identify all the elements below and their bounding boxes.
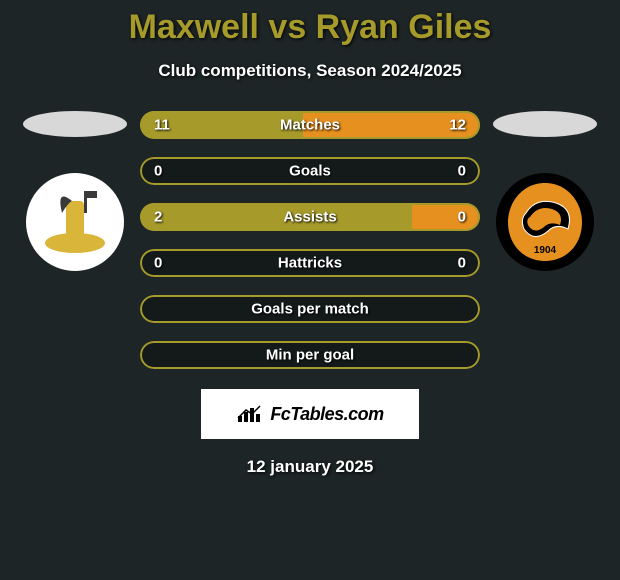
stat-bar: Goals 0 0: [140, 157, 480, 185]
comparison-subtitle: Club competitions, Season 2024/2025: [0, 61, 620, 81]
bar-value-right: 0: [458, 255, 466, 272]
bar-value-right: 0: [458, 163, 466, 180]
right-crest-svg: 1904: [496, 173, 594, 271]
comparison-date: 12 january 2025: [0, 457, 620, 477]
left-player-photo-placeholder: [23, 111, 127, 137]
stat-bar: Goals per match: [140, 295, 480, 323]
svg-text:1904: 1904: [534, 245, 557, 256]
stat-bar: Hattricks 0 0: [140, 249, 480, 277]
right-player-photo-placeholder: [493, 111, 597, 137]
bar-value-left: 0: [154, 163, 162, 180]
bar-label: Min per goal: [266, 347, 354, 364]
right-player-column: 1904: [480, 111, 610, 271]
branding-strip: FcTables.com: [201, 389, 419, 439]
bar-value-left: 2: [154, 209, 162, 226]
bar-value-right: 0: [458, 209, 466, 226]
bar-fill-right: [412, 203, 480, 231]
bar-value-left: 11: [154, 117, 170, 134]
bar-value-left: 0: [154, 255, 162, 272]
comparison-content: Matches1112Goals00Assists20Hattricks00Go…: [0, 111, 620, 369]
left-club-crest: [26, 173, 124, 271]
comparison-title: Maxwell vs Ryan Giles: [0, 0, 620, 47]
bar-label: Hattricks: [278, 255, 342, 272]
right-club-crest: 1904: [496, 173, 594, 271]
bar-label: Matches: [280, 117, 340, 134]
left-player-column: [10, 111, 140, 271]
stat-bar: Assists 2 0: [140, 203, 480, 231]
stat-bars: Matches1112Goals00Assists20Hattricks00Go…: [140, 111, 480, 369]
branding-text: FcTables.com: [270, 404, 383, 425]
stat-bar: Matches 11 12: [140, 111, 480, 139]
bar-label: Assists: [283, 209, 336, 226]
bar-fill-left: [140, 203, 412, 231]
bar-label: Goals per match: [251, 301, 369, 318]
bar-label: Goals: [289, 163, 331, 180]
branding-chart-icon: [236, 404, 264, 424]
left-crest-svg: [26, 173, 124, 271]
stat-bar: Min per goal: [140, 341, 480, 369]
bar-value-right: 12: [449, 117, 466, 134]
